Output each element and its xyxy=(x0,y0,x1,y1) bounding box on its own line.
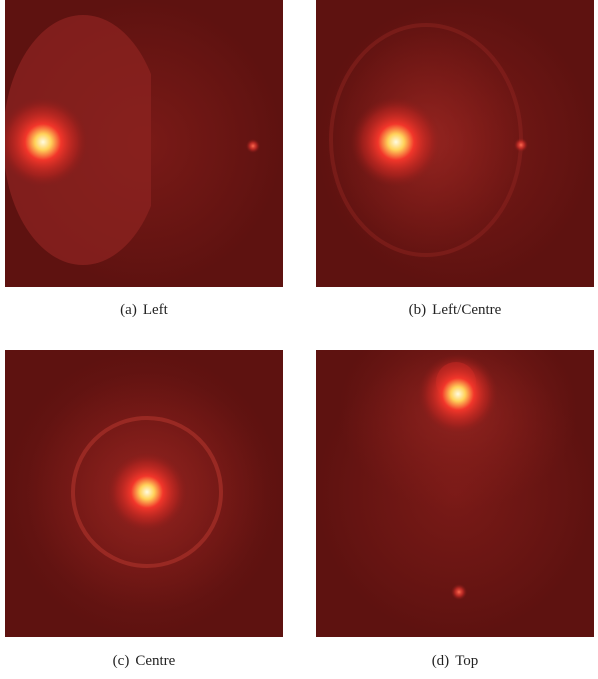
caption-text: Left xyxy=(143,302,168,318)
caption-text: (a) xyxy=(120,302,137,318)
caption-text: Centre xyxy=(135,653,175,669)
caption-text: (b) xyxy=(409,302,427,318)
caption-text: Top xyxy=(455,653,478,669)
caption-text: Left/Centre xyxy=(432,302,501,318)
caption-text: (d) xyxy=(432,653,450,669)
figure: (a) Left (b) Left/Centre (c) Centre (d) Top xyxy=(0,0,598,679)
photo-left-centre xyxy=(316,0,594,287)
photo-top xyxy=(316,350,594,637)
caption: (c) Centre xyxy=(5,653,283,670)
caption: (d) Top xyxy=(316,653,594,670)
photo-left xyxy=(5,0,283,287)
caption: (b) Left/Centre xyxy=(316,302,594,319)
caption: (a) Left xyxy=(5,302,283,319)
photo-centre xyxy=(5,350,283,637)
caption-text: (c) xyxy=(113,653,130,669)
